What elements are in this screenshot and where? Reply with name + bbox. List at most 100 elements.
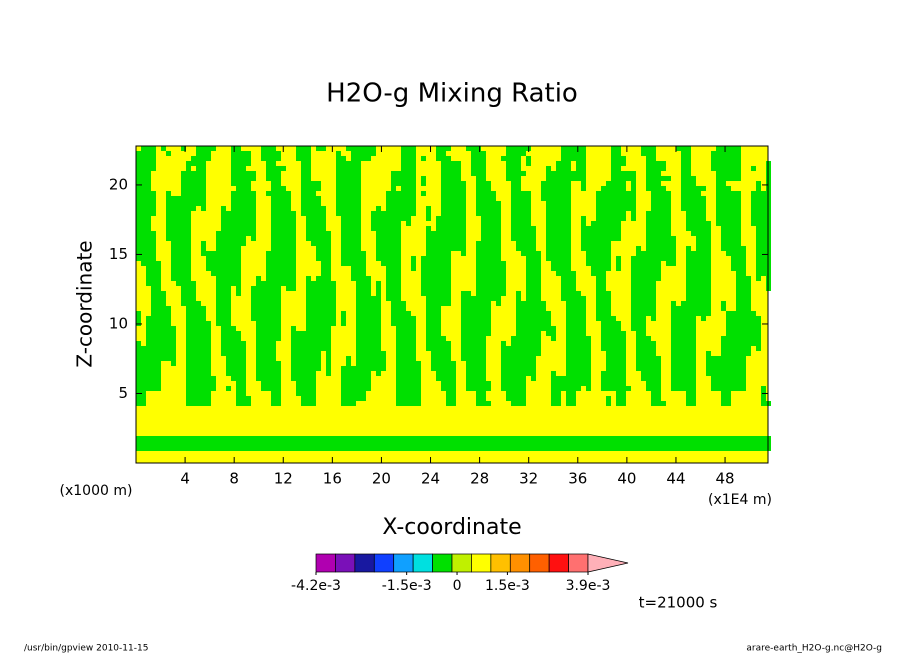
contour-cell <box>226 256 231 261</box>
contour-cell <box>736 196 741 201</box>
contour-cell <box>526 216 531 221</box>
contour-cell <box>361 281 366 286</box>
contour-cell <box>696 296 701 301</box>
contour-cell <box>686 261 691 266</box>
contour-cell <box>446 371 451 376</box>
contour-cell <box>761 196 766 201</box>
contour-cell <box>476 291 481 296</box>
contour-cell <box>201 196 206 201</box>
contour-cell <box>431 351 436 356</box>
contour-cell <box>671 246 676 251</box>
contour-cell <box>736 256 741 261</box>
contour-cell <box>531 341 536 346</box>
contour-cell <box>301 211 306 216</box>
contour-cell <box>391 241 396 246</box>
contour-cell <box>451 371 456 376</box>
contour-cell <box>651 391 656 396</box>
contour-cell <box>276 186 281 191</box>
contour-cell <box>581 156 586 161</box>
x-tick-label: 40 <box>617 470 636 488</box>
contour-cell <box>686 446 691 451</box>
contour-cell <box>476 341 481 346</box>
contour-cell <box>596 191 601 196</box>
contour-cell <box>401 401 406 406</box>
contour-cell <box>611 186 616 191</box>
contour-cell <box>741 291 746 296</box>
contour-cell <box>401 156 406 161</box>
contour-cell <box>201 166 206 171</box>
contour-cell <box>231 196 236 201</box>
contour-cell <box>381 261 386 266</box>
contour-cell <box>436 291 441 296</box>
contour-cell <box>641 256 646 261</box>
contour-cell <box>651 231 656 236</box>
contour-cell <box>451 376 456 381</box>
contour-cell <box>336 166 341 171</box>
contour-cell <box>451 366 456 371</box>
contour-cell <box>226 246 231 251</box>
contour-cell <box>311 381 316 386</box>
contour-cell <box>206 351 211 356</box>
contour-cell <box>616 186 621 191</box>
contour-cell <box>241 396 246 401</box>
contour-cell <box>631 446 636 451</box>
contour-cell <box>211 436 216 441</box>
contour-cell <box>706 301 711 306</box>
contour-cell <box>221 236 226 241</box>
contour-cell <box>221 296 226 301</box>
contour-cell <box>261 381 266 386</box>
contour-cell <box>651 366 656 371</box>
contour-cell <box>551 186 556 191</box>
contour-cell <box>591 436 596 441</box>
contour-cell <box>641 441 646 446</box>
contour-cell <box>741 296 746 301</box>
contour-cell <box>656 231 661 236</box>
contour-cell <box>321 146 326 151</box>
contour-cell <box>601 436 606 441</box>
contour-cell <box>601 241 606 246</box>
contour-cell <box>396 381 401 386</box>
contour-cell <box>466 301 471 306</box>
contour-cell <box>246 196 251 201</box>
contour-cell <box>586 371 591 376</box>
contour-cell <box>516 241 521 246</box>
contour-cell <box>196 381 201 386</box>
contour-cell <box>176 226 181 231</box>
contour-cell <box>721 231 726 236</box>
contour-cell <box>646 166 651 171</box>
contour-cell <box>651 256 656 261</box>
contour-cell <box>341 366 346 371</box>
contour-cell <box>401 341 406 346</box>
contour-cell <box>236 271 241 276</box>
contour-cell <box>341 256 346 261</box>
contour-cell <box>571 336 576 341</box>
contour-cell <box>516 201 521 206</box>
contour-cell <box>226 221 231 226</box>
contour-cell <box>216 301 221 306</box>
contour-cell <box>231 256 236 261</box>
contour-cell <box>156 381 161 386</box>
contour-cell <box>301 371 306 376</box>
contour-cell <box>211 146 216 151</box>
contour-cell <box>556 271 561 276</box>
contour-cell <box>406 186 411 191</box>
contour-cell <box>431 286 436 291</box>
contour-cell <box>566 176 571 181</box>
contour-cell <box>626 176 631 181</box>
contour-cell <box>356 246 361 251</box>
contour-cell <box>421 261 426 266</box>
contour-cell <box>511 171 516 176</box>
contour-cell <box>596 256 601 261</box>
contour-cell <box>271 251 276 256</box>
contour-cell <box>186 306 191 311</box>
contour-cell <box>266 151 271 156</box>
contour-cell <box>316 301 321 306</box>
contour-cell <box>156 261 161 266</box>
contour-cell <box>651 261 656 266</box>
contour-cell <box>476 241 481 246</box>
contour-cell <box>716 191 721 196</box>
contour-cell <box>136 216 141 221</box>
contour-cell <box>151 271 156 276</box>
contour-cell <box>656 186 661 191</box>
contour-cell <box>176 256 181 261</box>
